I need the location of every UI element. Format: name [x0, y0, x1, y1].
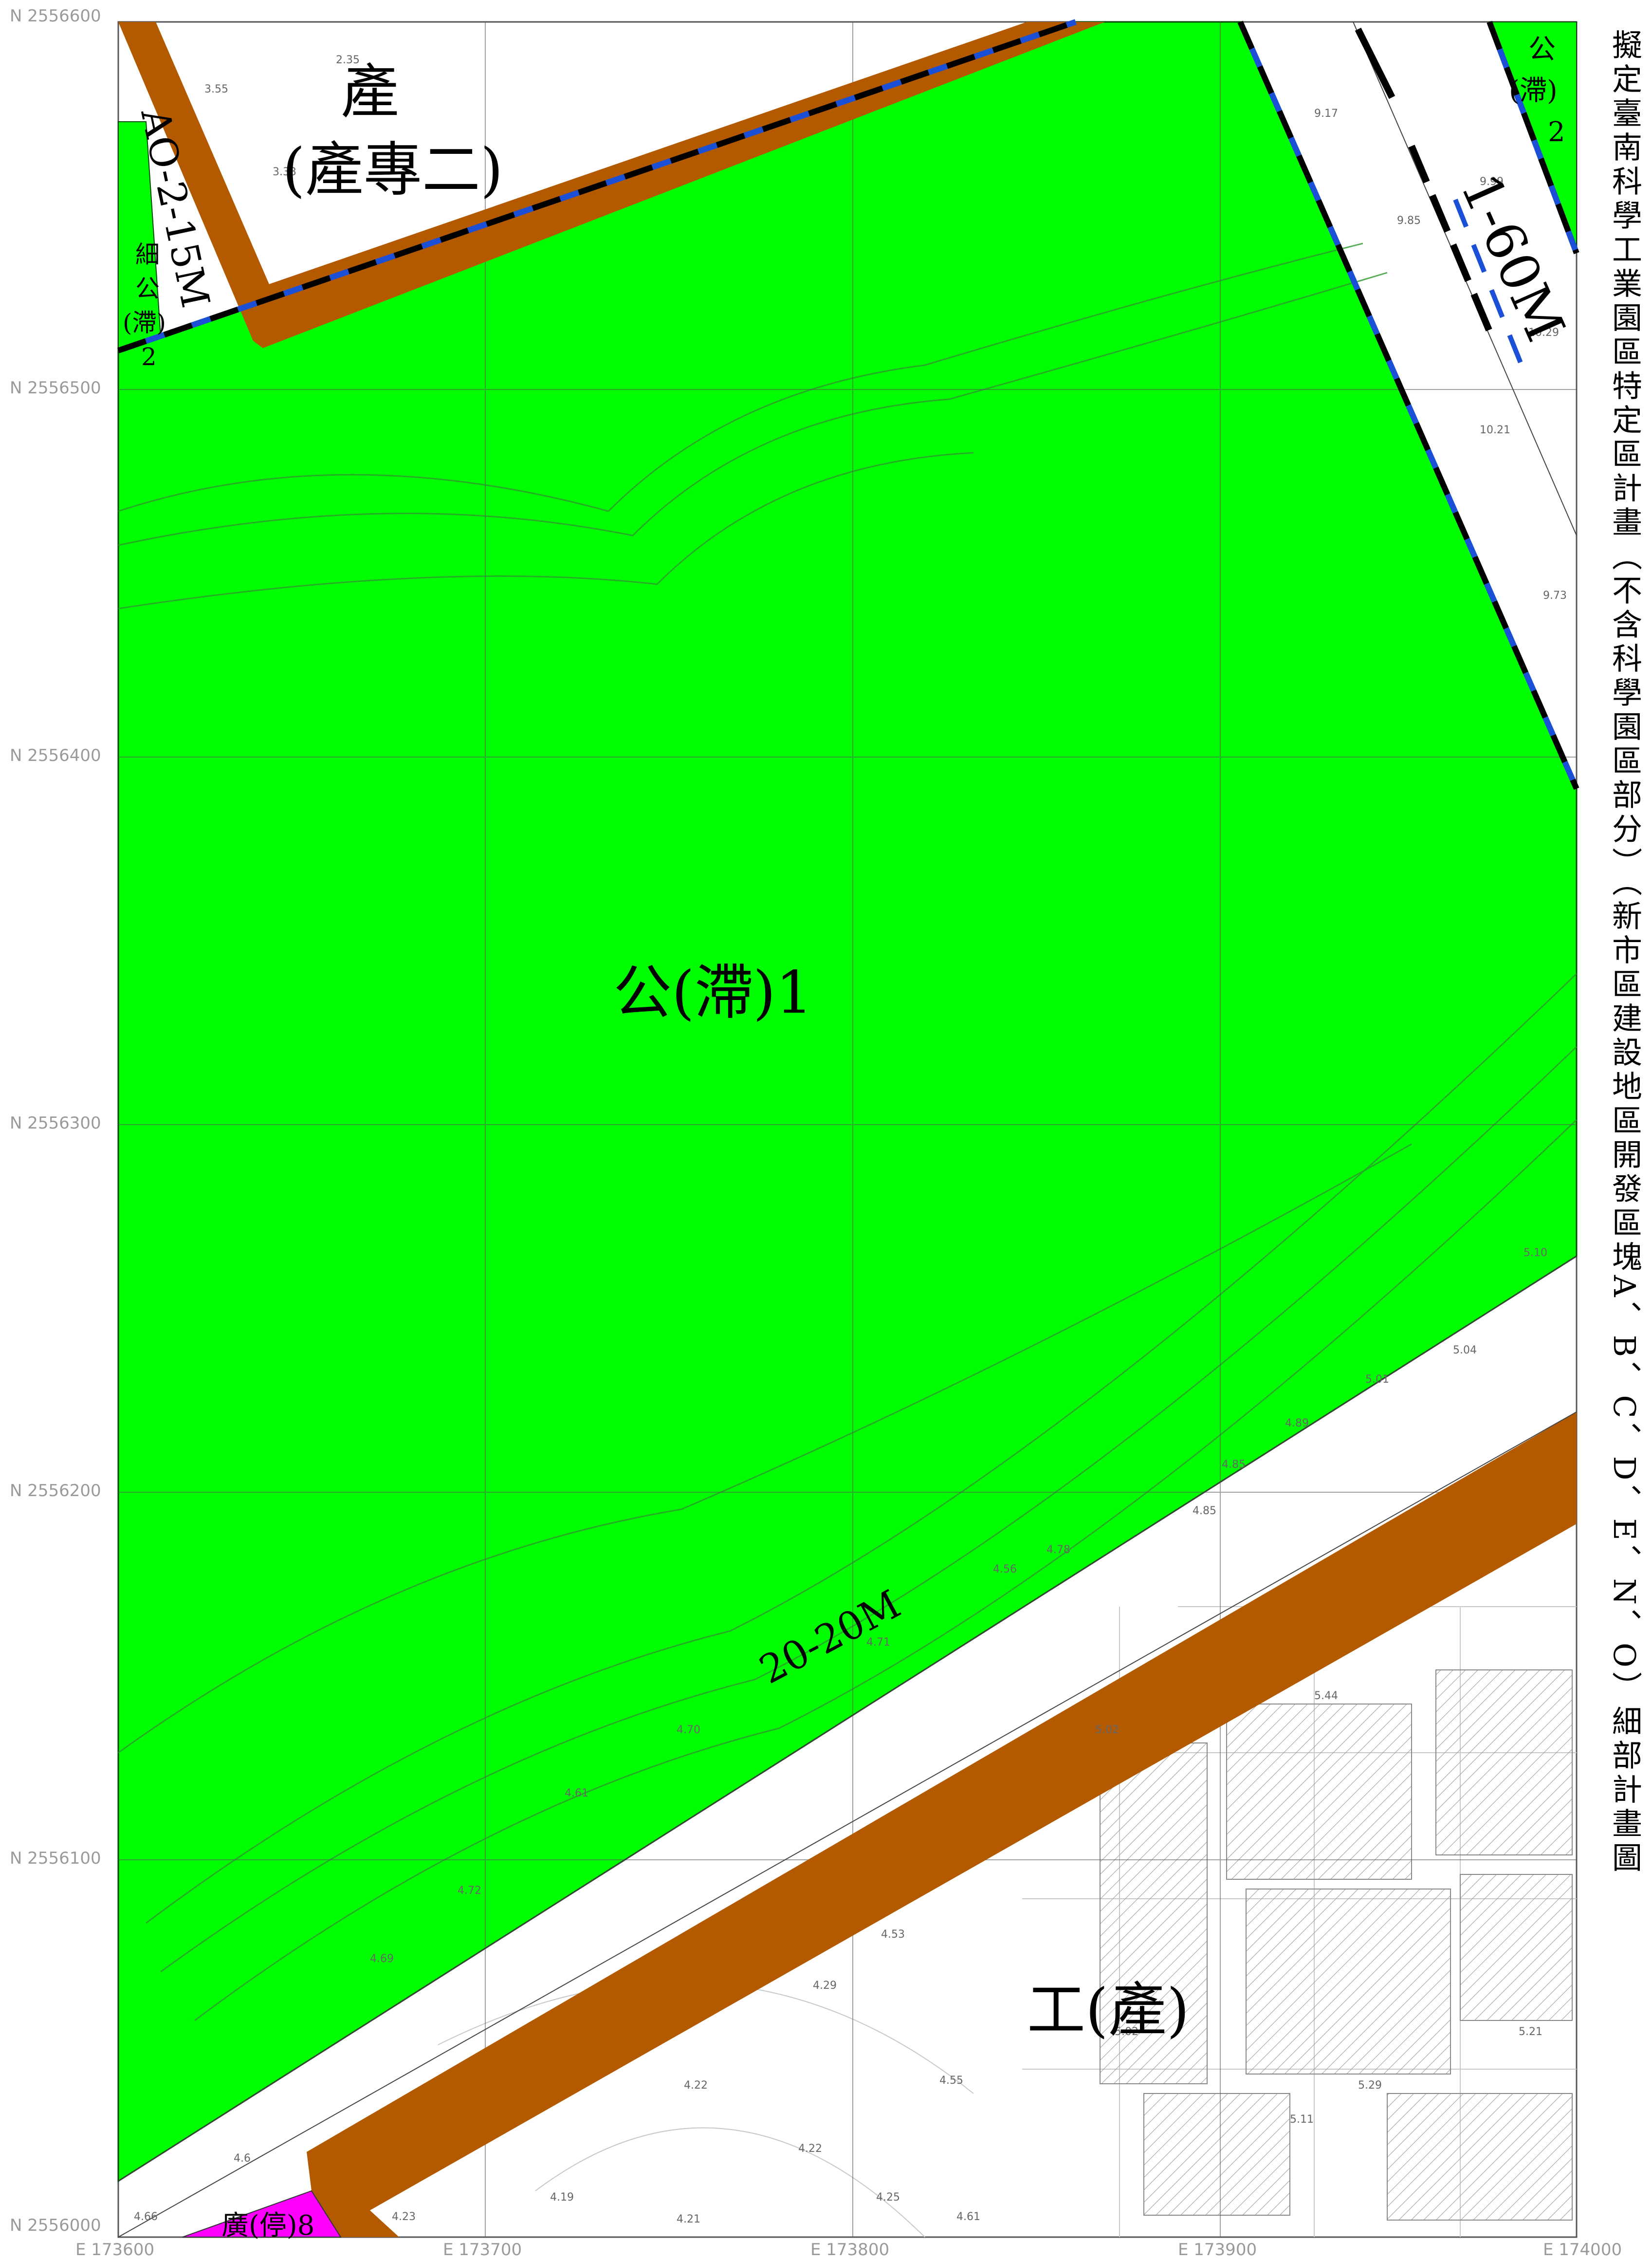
- northing-label: N 2556500: [10, 378, 101, 398]
- northing-label: N 2556400: [10, 746, 101, 765]
- elevation-label: 4.71: [866, 1636, 890, 1649]
- zone-label-industry: 產: [341, 58, 399, 126]
- zone-label-industry-special: (產專二): [282, 136, 503, 204]
- elevation-label: 5.11: [1290, 2113, 1314, 2126]
- northing-label: N 2556600: [10, 6, 101, 26]
- elevation-label: 4.85: [1193, 1505, 1216, 1517]
- road-upper-diagonal: [253, 22, 1105, 348]
- northing-label: N 2556300: [10, 1113, 101, 1133]
- elevation-label: 10.21: [1480, 424, 1510, 436]
- elevation-label: 4.69: [370, 1953, 394, 1965]
- detail-park-label-line: 細: [135, 241, 160, 269]
- elevation-label: 4.23: [392, 2211, 416, 2223]
- easting-label: E 173900: [1178, 2240, 1257, 2260]
- elevation-label: 9.73: [1543, 590, 1567, 602]
- elevation-label: 5.21: [1519, 2026, 1542, 2038]
- plaza-parking-zone: [182, 2190, 342, 2238]
- plan-boundary-lines: [117, 19, 1579, 790]
- easting-label: E 173700: [443, 2240, 522, 2260]
- elevation-label: 5.01: [1365, 1373, 1389, 1386]
- road-upper-diagonal-band: [253, 22, 1105, 336]
- elevation-label: 4.29: [813, 1980, 837, 1992]
- elevation-label: 3.55: [204, 83, 228, 95]
- elevation-label: 4.66: [134, 2211, 158, 2223]
- zone-label-plaza-parking: 廣(停)8: [221, 2210, 314, 2241]
- northing-label: N 2556200: [10, 1481, 101, 1500]
- elevation-label: 4.19: [550, 2191, 574, 2204]
- elevation-label: 4.70: [677, 1724, 700, 1736]
- easting-label: E 173800: [810, 2240, 889, 2260]
- northing-label: N 2556000: [10, 2216, 101, 2235]
- elevation-label: 5.44: [1314, 1690, 1338, 1702]
- map-title: 擬定臺南科學工業園區特定區計畫（不含科學園區部分）（新市區建設地區開發區塊A、B…: [1607, 29, 1642, 1876]
- coordinate-grid: [118, 22, 1577, 2237]
- top-right-park-label-line: (滯): [1509, 75, 1558, 107]
- park-contours: [118, 242, 1578, 2021]
- easting-labels: E 173600 E 173700 E 173800 E 173900 E 17…: [75, 2240, 1622, 2260]
- elevation-label: 4.89: [1285, 1417, 1309, 1429]
- elevation-label: 4.21: [677, 2213, 700, 2225]
- map-title-column: 擬定臺南科學工業園區特定區計畫（不含科學園區部分）（新市區建設地區開發區塊A、B…: [1598, 29, 1647, 1977]
- elevation-label: 4.55: [939, 2075, 963, 2087]
- elevation-label: 5.02: [1095, 1724, 1119, 1736]
- elevation-label: 4.78: [1046, 1544, 1070, 1556]
- elevation-label: 9.99: [1480, 176, 1504, 188]
- elevation-label: 4.72: [458, 1885, 481, 1897]
- northing-labels: N 2556600 N 2556500 N 2556400 N 2556300 …: [10, 6, 101, 2235]
- elevation-label: 9.17: [1314, 108, 1338, 120]
- top-right-park-label-line: 公: [1528, 34, 1556, 65]
- detail-park-label-line: 2: [141, 343, 157, 371]
- elevation-points: 2.35 3.55 3.33 9.17 9.99 9.85 10.29 10.2…: [134, 54, 1567, 2225]
- easting-label: E 173600: [75, 2240, 154, 2260]
- elevation-label: 2.35: [336, 54, 360, 66]
- elevation-label: 5.10: [1524, 1247, 1547, 1259]
- zone-label-industrial: 工(產): [1027, 1977, 1190, 2044]
- easting-label: E 174000: [1543, 2240, 1622, 2260]
- elevation-label: 4.61: [956, 2211, 980, 2223]
- elevation-label: 4.56: [993, 1563, 1017, 1575]
- elevation-label: 9.85: [1397, 215, 1421, 227]
- elevation-label: 5.04: [1453, 1344, 1477, 1356]
- elevation-label: 4.25: [876, 2191, 900, 2204]
- elevation-label: 3.33: [273, 166, 296, 178]
- zone-label-detail-park: 細 公 (滯) 2: [123, 241, 166, 371]
- top-right-park-label-line: 2: [1548, 116, 1565, 148]
- road-vertical-left: [118, 22, 273, 341]
- elevation-label: 5.02: [1115, 2026, 1138, 2038]
- northing-label: N 2556100: [10, 1849, 101, 1868]
- industrial-buildings: [1100, 1669, 1573, 2221]
- road-lower-stub: [307, 2152, 394, 2237]
- elevation-label: 5.29: [1358, 2079, 1382, 2092]
- elevation-label: 4.6: [234, 2152, 251, 2165]
- road-lower-diagonal: [307, 1412, 1577, 2237]
- detail-park-label-line: (滯): [123, 309, 166, 337]
- zone-label-park-detention: 公(滯)1: [613, 959, 813, 1027]
- elevation-label: 4.85: [1222, 1459, 1246, 1471]
- elevation-label: 4.61: [565, 1787, 588, 1799]
- elevation-label: 4.53: [881, 1928, 905, 1941]
- elevation-label: 4.22: [798, 2143, 822, 2155]
- zone-label-park-top-right: 公 (滯) 2: [1509, 34, 1565, 148]
- elevation-label: 10.29: [1528, 327, 1559, 339]
- elevation-label: 4.22: [684, 2079, 708, 2092]
- detail-park-label-line: 公: [135, 275, 160, 303]
